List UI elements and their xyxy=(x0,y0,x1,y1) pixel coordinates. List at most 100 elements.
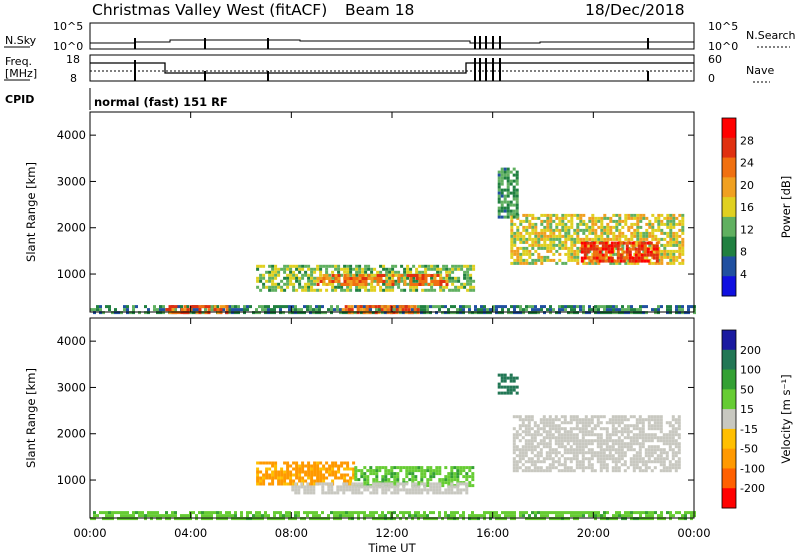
scatter-pixel xyxy=(256,267,260,271)
scatter-pixel xyxy=(453,511,456,515)
scatter-pixel xyxy=(289,464,293,468)
scatter-pixel xyxy=(129,517,132,521)
scatter-pixel xyxy=(614,442,618,446)
scatter-pixel xyxy=(405,472,409,476)
scatter-pixel xyxy=(372,478,376,482)
scatter-pixel xyxy=(597,234,601,238)
scatter-pixel xyxy=(543,219,547,223)
scatter-pixel xyxy=(432,482,436,486)
scatter-pixel xyxy=(456,488,460,492)
scatter-pixel xyxy=(611,466,615,470)
scatter-pixel xyxy=(512,179,516,183)
scatter-pixel xyxy=(385,276,389,280)
scatter-pixel xyxy=(384,472,388,476)
scatter-pixel xyxy=(414,491,418,495)
scatter-pixel xyxy=(198,511,201,515)
scatter-pixel xyxy=(633,261,637,265)
scatter-pixel xyxy=(578,427,582,431)
scatter-pixel xyxy=(612,252,616,256)
scatter-pixel xyxy=(647,427,651,431)
scatter-pixel xyxy=(363,466,367,470)
scatter-pixel xyxy=(596,415,600,419)
scatter-pixel xyxy=(584,427,588,431)
scatter-pixel xyxy=(573,252,577,256)
scatter-pixel xyxy=(566,439,570,443)
scatter-pixel xyxy=(644,463,648,467)
scatter-pixel xyxy=(307,467,311,471)
scatter-pixel xyxy=(561,222,565,226)
scatter-pixel xyxy=(513,258,517,262)
scatter-pixel xyxy=(289,476,293,480)
scatter-pixel xyxy=(675,305,678,309)
scatter-pixel xyxy=(456,511,459,515)
scatter-pixel xyxy=(486,511,489,515)
scatter-pixel xyxy=(421,288,425,292)
scatter-pixel xyxy=(120,311,123,315)
scatter-pixel xyxy=(609,517,612,521)
scatter-pixel xyxy=(228,514,231,518)
scatter-pixel xyxy=(656,427,660,431)
scatter-pixel xyxy=(555,249,559,253)
scatter-pixel xyxy=(672,213,676,217)
scatter-pixel xyxy=(354,466,358,470)
scatter-pixel xyxy=(590,457,594,461)
scatter-pixel xyxy=(585,222,589,226)
scatter-pixel xyxy=(589,247,593,251)
scatter-pixel xyxy=(180,305,183,309)
scatter-pixel xyxy=(368,311,372,315)
scatter-pixel xyxy=(579,228,583,232)
scatter-pixel xyxy=(319,470,323,474)
scatter-pixel xyxy=(612,237,616,241)
scatter-pixel xyxy=(364,267,368,271)
scatter-pixel xyxy=(598,253,602,257)
scatter-pixel xyxy=(635,433,639,437)
scatter-pixel xyxy=(573,258,577,262)
scatter-pixel xyxy=(620,430,624,434)
scatter-pixel xyxy=(638,448,642,452)
scatter-pixel xyxy=(599,445,603,449)
scatter-pixel xyxy=(656,457,660,461)
scatter-pixel xyxy=(609,231,613,235)
scatter-pixel xyxy=(624,514,627,518)
scatter-pixel xyxy=(271,473,275,477)
scatter-pixel xyxy=(354,305,357,309)
scatter-pixel xyxy=(477,517,480,521)
scatter-pixel xyxy=(286,273,290,277)
scatter-pixel xyxy=(328,464,332,468)
scatter-pixel xyxy=(279,311,282,315)
scatter-pixel xyxy=(346,280,350,283)
scatter-pixel xyxy=(438,491,442,495)
scatter-pixel xyxy=(334,274,338,277)
scatter-pixel xyxy=(429,482,433,486)
scatter-pixel xyxy=(394,270,398,274)
scatter-pixel xyxy=(604,244,608,248)
scatter-pixel xyxy=(271,270,275,274)
scatter-pixel xyxy=(316,277,320,280)
scatter-pixel xyxy=(649,253,653,257)
scatter-pixel xyxy=(548,421,552,425)
scatter-pixel xyxy=(426,308,429,312)
scatter-pixel xyxy=(318,482,322,486)
scatter-pixel xyxy=(591,511,594,515)
scatter-pixel xyxy=(536,445,540,449)
scatter-pixel xyxy=(567,246,571,250)
scatter-pixel xyxy=(570,216,574,220)
scatter-pixel xyxy=(408,466,412,470)
scatter-pixel xyxy=(352,274,356,277)
scatter-pixel xyxy=(681,237,685,241)
scatter-pixel xyxy=(566,436,570,440)
scatter-pixel xyxy=(313,464,317,468)
scatter-pixel xyxy=(614,433,618,437)
scatter-pixel xyxy=(277,282,281,286)
scatter-pixel xyxy=(430,264,434,268)
scatter-pixel xyxy=(530,415,534,419)
scatter-pixel xyxy=(264,305,267,309)
scatter-pixel xyxy=(379,264,383,268)
scatter-pixel xyxy=(315,311,318,315)
scatter-pixel xyxy=(132,511,135,515)
scatter-pixel xyxy=(330,305,333,309)
scatter-pixel xyxy=(289,267,293,271)
scatter-pixel xyxy=(506,185,510,189)
scatter-pixel xyxy=(346,277,350,280)
scatter-pixel xyxy=(543,231,547,235)
